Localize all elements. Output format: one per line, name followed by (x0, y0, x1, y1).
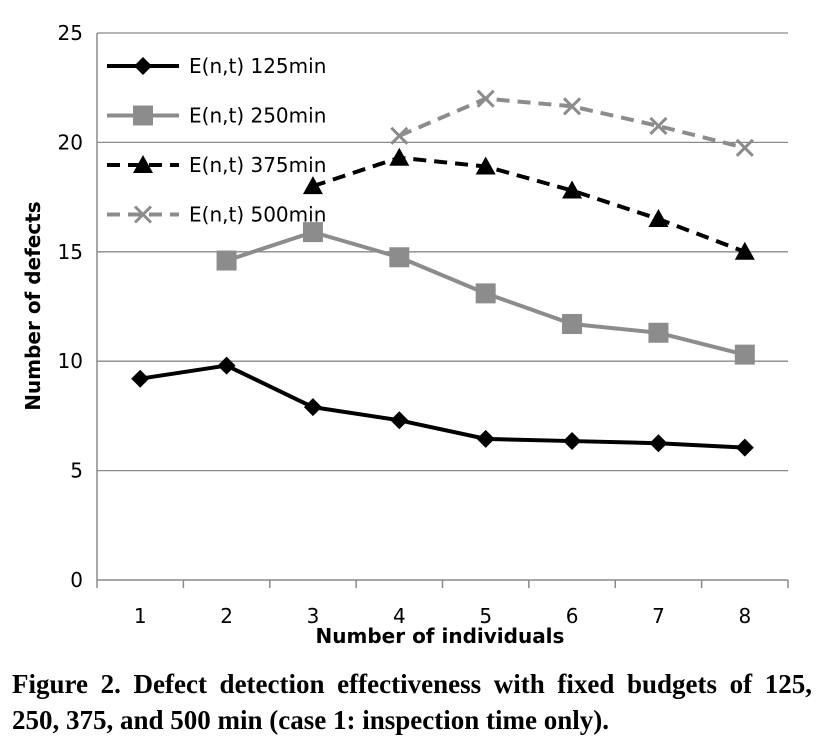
series-1 (131, 356, 754, 457)
data-point (476, 429, 495, 448)
x-tick-label: 4 (393, 604, 406, 628)
y-tick-label: 10 (58, 349, 83, 373)
legend-marker (133, 155, 153, 173)
data-point (734, 241, 755, 260)
data-point (390, 411, 409, 430)
x-tick-label: 2 (220, 604, 233, 628)
series-3 (302, 147, 755, 260)
data-point (563, 97, 582, 116)
data-point (563, 432, 582, 451)
series-group (131, 89, 755, 457)
data-point (562, 314, 583, 335)
data-point (216, 250, 237, 271)
data-point (475, 156, 496, 175)
data-point (735, 138, 754, 157)
data-point (217, 356, 236, 375)
line-chart: 0 5 10 15 20 25 1 2 3 4 5 6 7 8 E(n,t) 125min E(n,t) 2… (21, 21, 789, 648)
y-axis-title: Number of defects (21, 201, 45, 410)
data-point (648, 322, 669, 343)
legend-label: E(n,t) 250min (189, 104, 326, 128)
legend-marker (133, 105, 153, 126)
data-point (649, 116, 668, 136)
x-tick-label: 3 (307, 604, 320, 628)
data-point (734, 344, 755, 365)
cross-stroke (476, 89, 495, 108)
data-point (389, 147, 410, 166)
data-point (131, 369, 150, 388)
data-point (735, 438, 754, 457)
legend-label: E(n,t) 125min (189, 54, 326, 78)
series-line (312, 155, 746, 254)
data-point (562, 180, 583, 199)
gridlines (97, 32, 788, 472)
data-point (390, 126, 409, 145)
cross-stroke (735, 138, 754, 157)
cross-stroke (390, 126, 409, 145)
legend-marker (133, 205, 153, 224)
data-point (303, 398, 322, 417)
data-point (302, 222, 323, 243)
x-tick-label: 7 (652, 604, 665, 628)
cross-stroke (563, 97, 582, 116)
legend-item: E(n,t) 500min (107, 203, 326, 227)
series-line (139, 363, 745, 450)
x-axis-title: Number of individuals (316, 624, 565, 648)
axes: 0 5 10 15 20 25 1 2 3 4 5 6 7 8 (58, 21, 789, 628)
x-tick-label: 1 (134, 604, 147, 628)
data-point (649, 434, 668, 453)
series-2 (216, 222, 755, 365)
x-tick-label: 5 (479, 604, 492, 628)
data-point (476, 89, 495, 108)
x-tick-label: 6 (566, 604, 579, 628)
data-point (648, 208, 669, 227)
y-tick-label: 15 (58, 240, 83, 264)
x-tick-label: 8 (738, 604, 751, 628)
y-tick-label: 20 (58, 130, 83, 154)
y-tick-label: 0 (70, 568, 83, 592)
y-tick-label: 25 (58, 21, 83, 45)
legend-item: E(n,t) 250min (107, 104, 326, 128)
legend-label: E(n,t) 375min (189, 153, 326, 177)
data-point (302, 176, 323, 195)
cross-stroke (649, 116, 668, 136)
legend-label: E(n,t) 500min (189, 203, 326, 227)
figure-caption: Figure 2. Defect detection effectiveness… (12, 669, 812, 735)
series-4 (390, 89, 754, 157)
cross-stroke (133, 205, 153, 224)
legend-marker (134, 57, 152, 75)
legend-item: E(n,t) 125min (107, 54, 326, 78)
data-point (475, 283, 496, 304)
y-tick-label: 5 (70, 459, 83, 483)
data-point (389, 247, 410, 268)
legend: E(n,t) 125min E(n,t) 250min E(n,t) 375min E… (107, 54, 326, 227)
legend-item: E(n,t) 375min (107, 153, 326, 177)
